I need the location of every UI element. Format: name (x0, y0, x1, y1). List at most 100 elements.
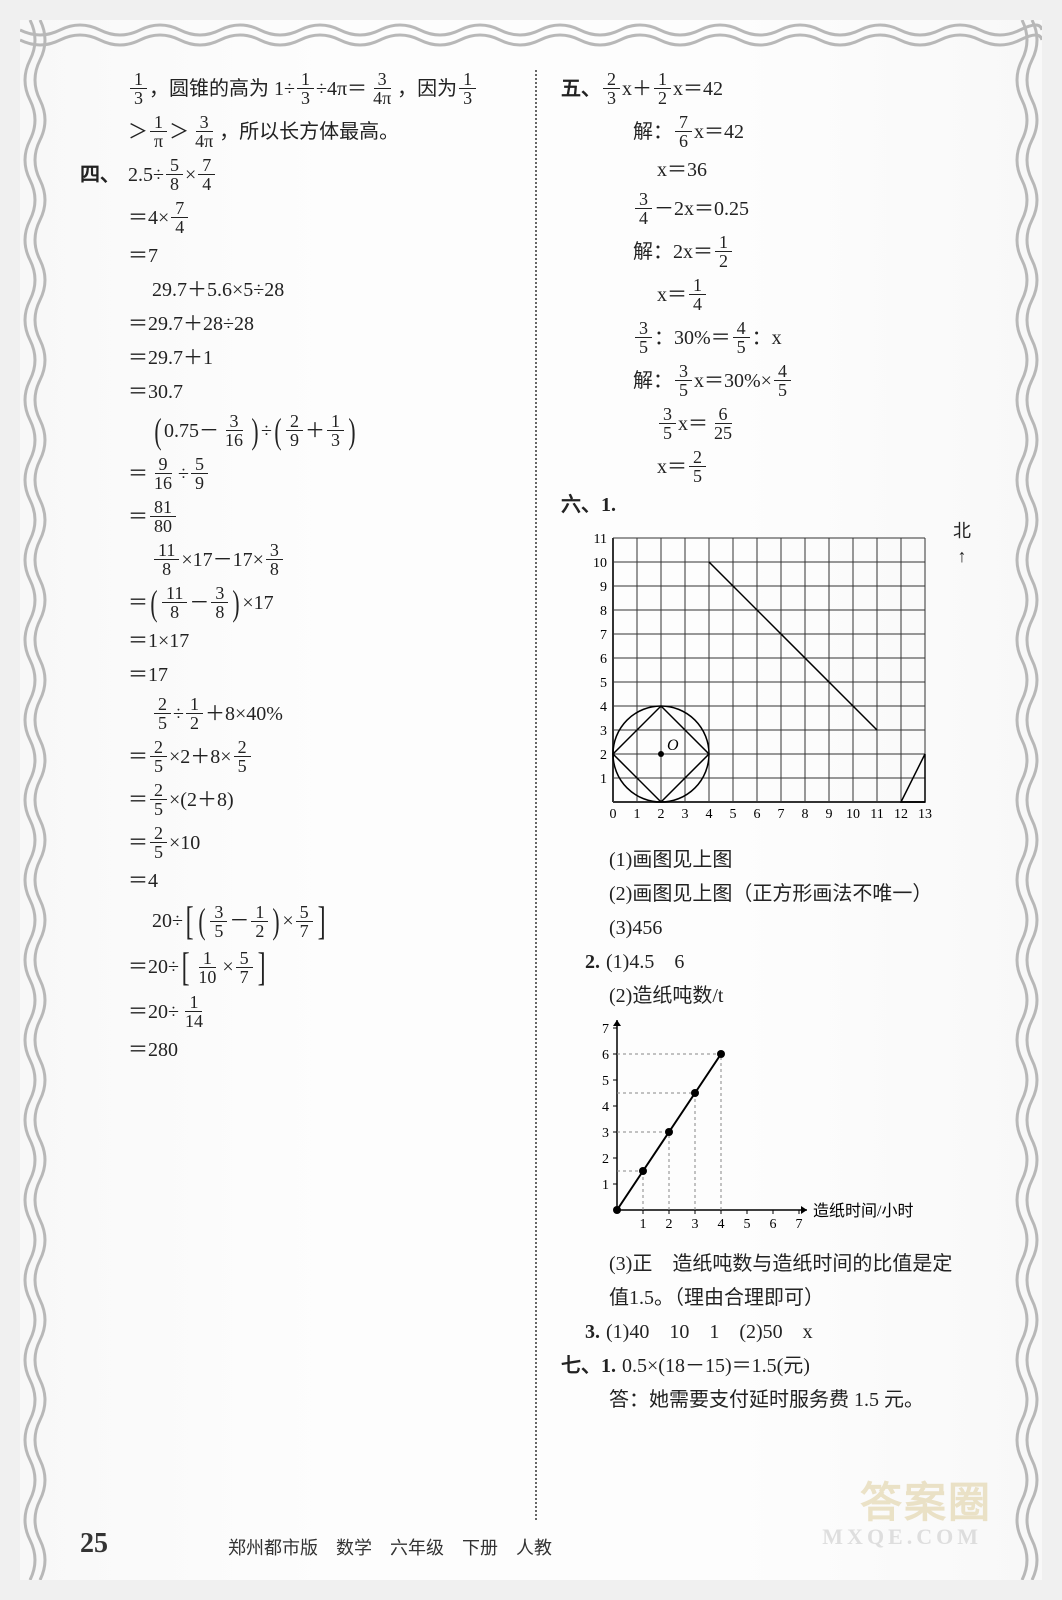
text-line: (1)画图见上图 (561, 846, 992, 874)
subsection-label: 2. (585, 948, 600, 976)
text-line: (2)造纸吨数/t (561, 982, 992, 1010)
svg-text:5: 5 (730, 807, 737, 822)
svg-text:13: 13 (918, 807, 932, 822)
text: ÷4π＝ (316, 75, 367, 103)
svg-text:3: 3 (600, 724, 607, 739)
text: ，所以长方体最高。 (219, 118, 399, 146)
text: ×17－17× (181, 546, 264, 574)
text: x＝ (657, 281, 687, 309)
text: (1)画图见上图 (609, 846, 732, 874)
svg-text:4: 4 (718, 1217, 725, 1232)
left-column: 13 ，圆锥的高为 1÷ 13 ÷4π＝ 34π ，因为 13 ＞ 1π ＞ 3… (80, 70, 531, 1520)
text: ＝29.7＋28÷28 (128, 310, 254, 338)
text-line: 答：她需要支付延时服务费 1.5 元。 (561, 1386, 992, 1414)
text: ＝4× (128, 204, 169, 232)
svg-text:4: 4 (602, 1100, 609, 1115)
svg-text:1: 1 (640, 1217, 647, 1232)
text-line: (3)456 (561, 914, 992, 942)
text: × (185, 161, 196, 189)
text: (3)正 造纸吨数与造纸时间的比值是定 (609, 1250, 952, 1278)
text: ＝30.7 (128, 378, 183, 406)
text: ＝1×17 (128, 627, 189, 655)
text: ÷ (178, 460, 189, 488)
text: ＝20÷ (128, 953, 179, 981)
text-line: x＝36 (561, 156, 992, 184)
text-line: 3. (1)40 10 1 (2)50 x (561, 1318, 992, 1346)
grid-geometry-chart: 0123456789101112131234567891011O (591, 527, 947, 832)
text: 解：2x＝ (633, 238, 713, 266)
text-line: ＝7 (80, 242, 511, 270)
text: ＝ (128, 589, 148, 617)
text: 解： (633, 367, 673, 395)
svg-text:10: 10 (846, 807, 860, 822)
text: x＋ (622, 75, 652, 103)
text: ＝ (128, 743, 148, 771)
text-line: ＝ 8180 (80, 498, 511, 535)
line-chart: 12345671234567造纸时间/小时 (591, 1018, 992, 1242)
text: －2x＝0.25 (654, 195, 749, 223)
svg-text:7: 7 (602, 1022, 609, 1037)
text-line: 20÷ [ ( 35 － 12 ) × 57 ] (80, 901, 511, 941)
text: ＝20÷ (128, 998, 179, 1026)
svg-text:造纸时间/小时: 造纸时间/小时 (813, 1202, 913, 1220)
svg-text:2: 2 (600, 748, 607, 763)
section-4: 四、 2.5÷ 58 × 74 (80, 156, 511, 193)
text-line: 解： 76 x＝42 (561, 113, 992, 150)
section-label: 七、1. (561, 1352, 616, 1380)
footer-text: 郑州都市版 数学 六年级 下册 人教 (228, 1534, 552, 1560)
text-line: x＝ 14 (561, 276, 992, 313)
text: 0.5×(18－15)＝1.5(元) (622, 1352, 810, 1380)
text-line: 解： 35 x＝30%× 45 (561, 362, 992, 399)
text-line: ＝ 25 ×2＋8× 25 (80, 738, 511, 775)
text: ＝ (128, 786, 148, 814)
text: 0.75－ (164, 417, 219, 445)
text: ＝7 (128, 242, 158, 270)
text-line: 35 x＝ 625 (561, 405, 992, 442)
content-area: 13 ，圆锥的高为 1÷ 13 ÷4π＝ 34π ，因为 13 ＞ 1π ＞ 3… (80, 70, 992, 1520)
page: 13 ，圆锥的高为 1÷ 13 ÷4π＝ 34π ，因为 13 ＞ 1π ＞ 3… (20, 20, 1042, 1580)
section-label: 五、 (561, 75, 601, 103)
text-line: ＝29.7＋1 (80, 344, 511, 372)
north-indicator: 北 ↑ (953, 519, 971, 569)
svg-text:3: 3 (602, 1126, 609, 1141)
svg-text:12: 12 (894, 807, 908, 822)
page-number: 25 (80, 1528, 108, 1560)
text: 29.7＋5.6×5÷28 (152, 276, 284, 304)
text: ×10 (169, 829, 200, 857)
svg-text:10: 10 (593, 556, 607, 571)
text-line: 35 ：30%＝ 45 ：x (561, 319, 992, 356)
svg-text:8: 8 (802, 807, 809, 822)
text: x＝ (657, 453, 687, 481)
svg-text:2: 2 (602, 1152, 609, 1167)
border-left (20, 20, 50, 1580)
svg-text:6: 6 (600, 652, 607, 667)
text-line: 2. (1)4.5 6 (561, 948, 992, 976)
svg-text:O: O (667, 737, 679, 754)
north-label: 北 (953, 519, 971, 544)
text-line: 25 ÷ 12 ＋8×40% (80, 695, 511, 732)
section-label: 六、1. (561, 491, 616, 519)
section-5: 五、 23 x＋ 12 x＝42 (561, 70, 992, 107)
text: ＝4 (128, 867, 158, 895)
text-line: ＝20÷ [ 110 × 57 ] (80, 947, 511, 987)
text-line: ＝ ( 118 － 38 ) ×17 (80, 584, 511, 621)
svg-text:6: 6 (602, 1048, 609, 1063)
text: 2.5÷ (128, 161, 164, 189)
svg-text:5: 5 (600, 676, 607, 691)
text-line: ( 0.75－ 316 ) ÷ ( 29 ＋ 13 ) (80, 412, 511, 449)
svg-text:1: 1 (600, 772, 607, 787)
svg-text:11: 11 (594, 532, 607, 547)
text: (2)画图见上图（正方形画法不唯一） (609, 880, 932, 908)
chart-ylabel: (2)造纸吨数/t (609, 982, 723, 1010)
svg-text:5: 5 (744, 1217, 751, 1232)
text: ＞ (128, 118, 148, 146)
text-line: ＝17 (80, 661, 511, 689)
text: 答：她需要支付延时服务费 1.5 元。 (609, 1386, 924, 1414)
svg-text:8: 8 (600, 604, 607, 619)
text: 20÷ (152, 907, 183, 935)
svg-text:2: 2 (666, 1217, 673, 1232)
text-line: 118 ×17－17× 38 (80, 541, 511, 578)
svg-text:3: 3 (692, 1217, 699, 1232)
text: x＝42 (694, 118, 744, 146)
text: x＝42 (673, 75, 723, 103)
